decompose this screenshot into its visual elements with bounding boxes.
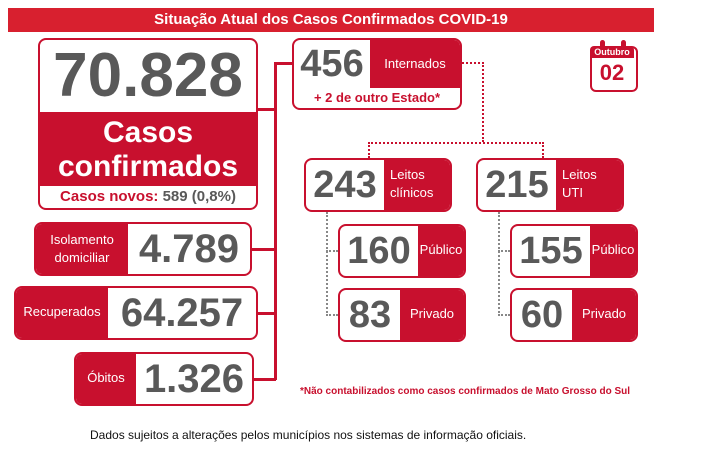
connector-to-deaths [254,378,276,381]
hospitalized-card: 456 Internados + 2 de outro Estado* [292,38,462,110]
isolation-label-1: Isolamento [50,232,114,247]
clinical-private-label: Privado [409,306,455,321]
clinical-private-card: 83 Privado [338,288,466,342]
icu-beds-label-2: UTI [562,185,583,200]
connector-to-total [258,108,276,111]
connector-to-isolation [252,248,276,251]
recovered-card: Recuperados 64.257 [14,286,258,340]
clinical-public-label-box: Público [418,226,464,276]
icu-public-card: 155 Público [510,224,638,278]
new-cases-label: Casos novos: [60,188,159,205]
clinical-sub-connector [326,212,328,316]
icu-private-label-box: Privado [572,290,636,340]
calendar-month: Outubro [590,46,634,58]
connector-internados-down [482,62,484,142]
deaths-label-box: Óbitos [76,354,136,404]
hospitalized-label-box: Internados [370,40,460,88]
icu-sub-connector [498,212,500,316]
clinical-private-label-box: Privado [400,290,464,340]
clinical-beds-value: 243 [313,164,377,206]
total-cases-label-box: Casos confirmados [40,112,256,186]
icu-private-label: Privado [581,306,627,321]
recovered-label: Recuperados [23,304,101,319]
total-cases-value: 70.828 [53,41,243,110]
hospitalized-value: 456 [300,43,364,85]
clinical-private-value: 83 [348,294,392,336]
isolation-label-box: Isolamento domiciliar [36,224,128,274]
clinical-public-value: 160 [347,230,411,272]
clinical-beds-card: 243 Leitos clínicos [304,158,452,212]
deaths-label: Óbitos [87,370,125,385]
footnote: *Não contabilizados como casos confirmad… [300,386,631,397]
calendar-day: 02 [599,60,625,85]
calendar-icon: Outubro 02 [590,38,638,92]
isolation-value: 4.789 [138,227,240,271]
clinical-public-link [326,250,338,252]
icu-public-value: 155 [519,230,583,272]
total-cases-label-1: Casos [102,116,194,149]
new-cases-value: 589 (0,8%) [162,188,236,205]
icu-public-label-box: Público [590,226,636,276]
connector-clinical-down [368,142,370,158]
icu-private-value: 60 [520,294,564,336]
total-cases-card: 70.828 Casos confirmados Casos novos: 58… [38,38,258,210]
disclaimer: Dados sujeitos a alterações pelos municí… [90,428,527,442]
connector-uti-down [542,142,544,158]
recovered-value: 64.257 [120,291,244,335]
icu-beds-label-box: Leitos UTI [556,160,622,210]
clinical-public-label: Público [419,242,463,257]
icu-beds-label-1: Leitos [562,167,597,182]
hospitalized-label: Internados [384,56,446,71]
isolation-label-2: domiciliar [54,250,110,265]
hospitalized-extra: + 2 de outro Estado* [313,90,441,105]
icu-beds-value: 215 [485,164,549,206]
connector-internados-right [462,62,484,64]
icu-private-link [498,314,510,316]
icu-public-link [498,250,510,252]
clinical-public-card: 160 Público [338,224,466,278]
connector-to-recovered [258,312,276,315]
clinical-beds-label-box: Leitos clínicos [384,160,450,210]
deaths-card: Óbitos 1.326 [74,352,254,406]
connector-beds-horizontal [368,142,544,144]
connector-left-vertical [274,62,277,380]
isolation-card: Isolamento domiciliar 4.789 [34,222,252,276]
deaths-value: 1.326 [143,357,245,401]
clinical-beds-label-2: clínicos [390,185,434,200]
new-cases: Casos novos: 589 (0,8%) [40,188,256,205]
icu-public-label: Público [591,242,635,257]
connector-to-internados [274,62,294,65]
clinical-beds-label-1: Leitos [390,167,425,182]
total-cases-label-2: confirmados [57,150,239,183]
recovered-label-box: Recuperados [16,288,108,338]
page-title: Situação Atual dos Casos Confirmados COV… [8,8,654,32]
clinical-private-link [326,314,338,316]
icu-beds-card: 215 Leitos UTI [476,158,624,212]
icu-private-card: 60 Privado [510,288,638,342]
